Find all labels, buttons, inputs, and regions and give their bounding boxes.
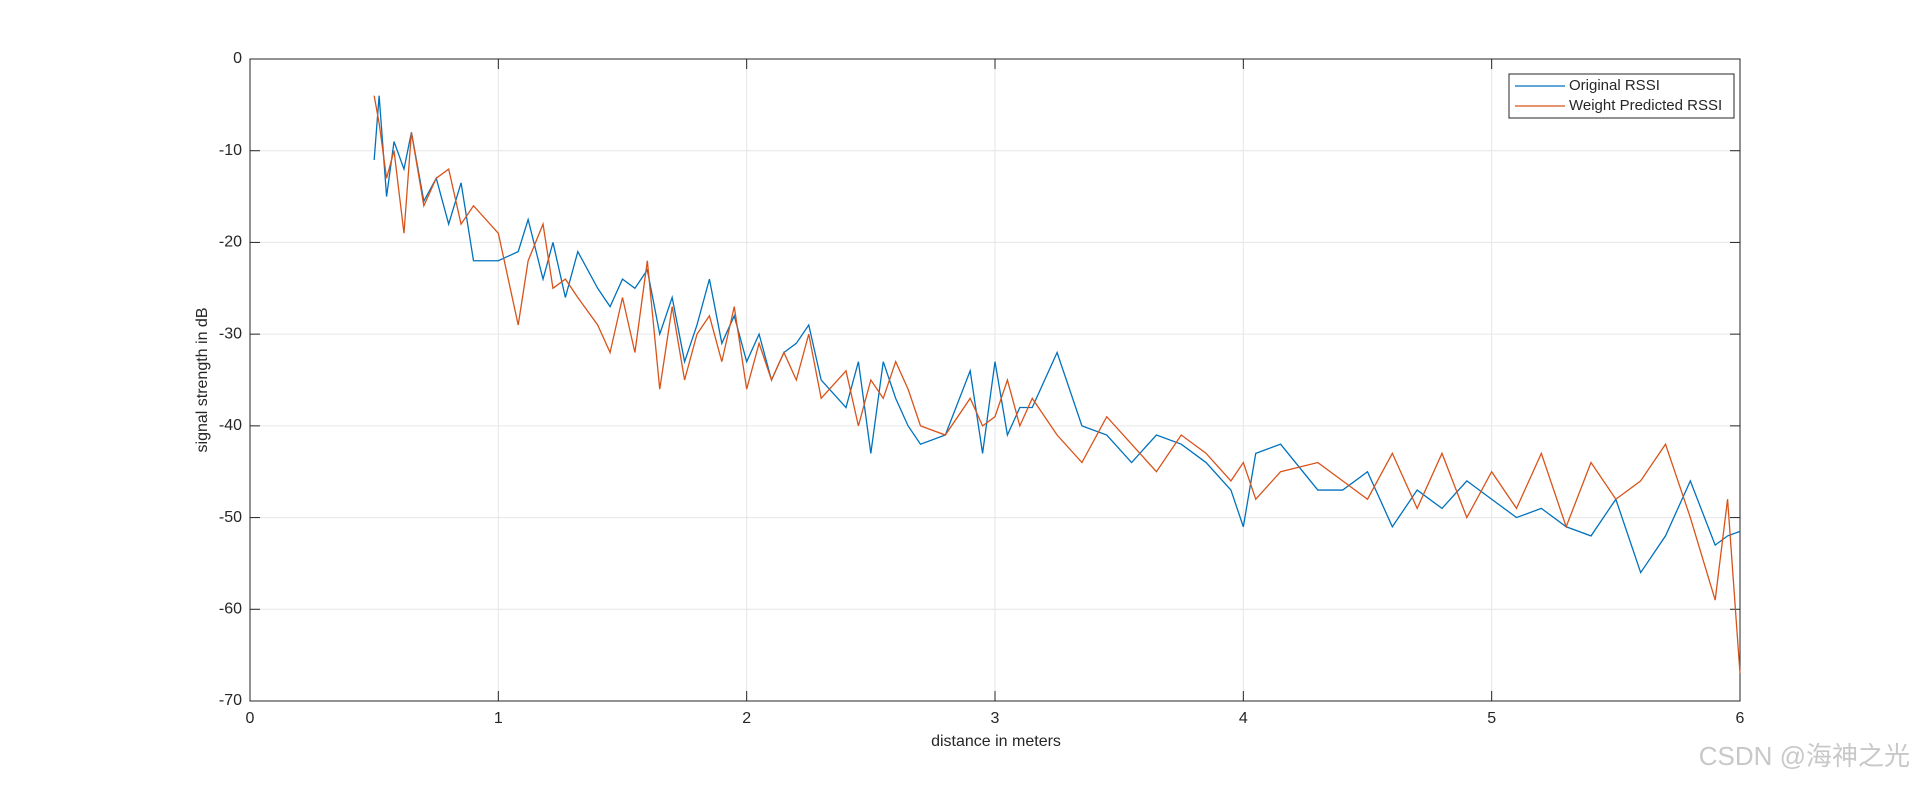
data-line [373, 95, 1741, 575]
legend-box [1508, 73, 1735, 119]
y-tick-label: -60 [219, 601, 242, 618]
x-tick-label: 6 [1736, 710, 1745, 727]
x-tick-label: 2 [742, 710, 751, 727]
y-tick-label: -50 [219, 509, 242, 526]
x-axis-label: distance in meters [931, 733, 1061, 750]
x-tick-label: 4 [1239, 710, 1248, 727]
y-axis-label: signal strength in dB [194, 308, 211, 453]
x-tick-label: 3 [991, 710, 1000, 727]
legend: Original RSSI Weight Predicted RSSI [1508, 73, 1735, 119]
axes-box [249, 58, 1741, 702]
legend-label: Weight Predicted RSSI [1569, 97, 1722, 114]
legend-label: Original RSSI [1569, 77, 1660, 94]
x-tick-label: 5 [1487, 710, 1496, 727]
y-tick-label: -70 [219, 692, 242, 709]
y-tick-label: 0 [233, 50, 242, 67]
x-tick-label: 0 [246, 710, 255, 727]
watermark: CSDN @海神之光 [1699, 741, 1910, 771]
data-line [373, 95, 1741, 674]
y-tick-label: -40 [219, 417, 242, 434]
y-tick-label: -10 [219, 142, 242, 159]
y-tick-label: -30 [219, 325, 242, 342]
y-tick-label: -20 [219, 234, 242, 251]
x-tick-label: 1 [494, 710, 503, 727]
